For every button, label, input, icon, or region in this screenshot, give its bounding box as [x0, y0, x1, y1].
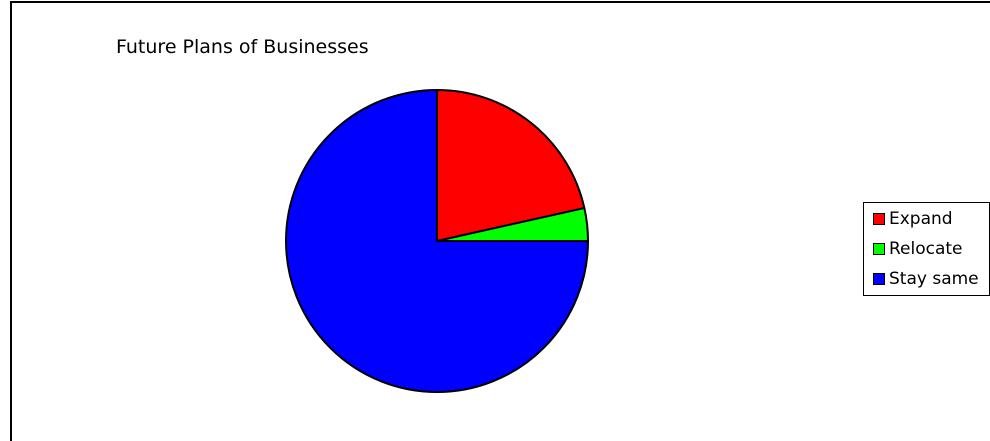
legend-item-stay-same: Stay same — [873, 268, 979, 290]
legend-label-stay-same: Stay same — [889, 269, 979, 289]
legend-item-expand: Expand — [873, 208, 953, 230]
legend-swatch-stay-same — [873, 273, 885, 285]
legend-label-relocate: Relocate — [889, 239, 963, 259]
pie-slice-stay-same — [285, 89, 589, 393]
legend-item-relocate: Relocate — [873, 238, 963, 260]
chart-frame — [10, 1, 990, 441]
legend-swatch-relocate — [873, 243, 885, 255]
pie-slice-expand — [436, 89, 586, 242]
legend-label-expand: Expand — [889, 209, 953, 229]
legend: Expand Relocate Stay same — [863, 202, 990, 296]
legend-swatch-expand — [873, 213, 885, 225]
chart-title: Future Plans of Businesses — [116, 36, 369, 58]
